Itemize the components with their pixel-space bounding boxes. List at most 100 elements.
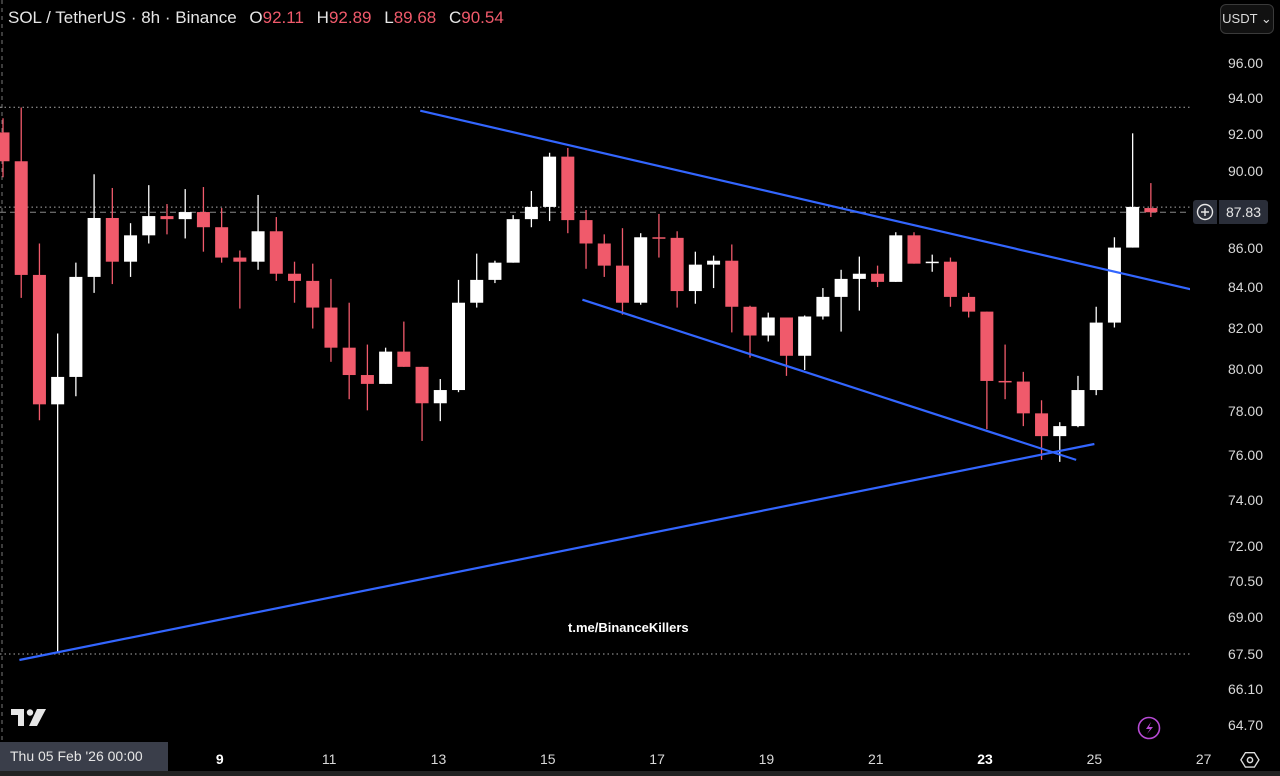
price-tick-label: 94.00 — [1227, 90, 1263, 107]
candle-body-down — [779, 317, 793, 356]
candle-body-down — [269, 231, 283, 274]
candle-body-down — [306, 280, 320, 308]
candle-body-up — [1089, 322, 1103, 391]
price-tick-label: 76.00 — [1227, 447, 1263, 463]
price-tick-label: 70.50 — [1227, 573, 1263, 590]
candle-body-up — [488, 262, 502, 280]
candle-body-up — [470, 279, 484, 303]
candle-body-up — [925, 261, 939, 264]
price-tick-label: 86.00 — [1227, 239, 1263, 256]
trendline-lower-channel — [582, 298, 1077, 461]
candle-body-up — [1071, 390, 1085, 427]
price-tick-label: 67.50 — [1227, 646, 1263, 663]
candle-body-up — [124, 235, 138, 262]
time-tick-label: 13 — [430, 751, 447, 767]
candle-body-down — [943, 261, 957, 297]
candle-body-down — [342, 347, 356, 376]
price-tick-label: 96.00 — [1227, 55, 1263, 71]
candle-body-down — [871, 273, 885, 282]
price-tick-label: 66.10 — [1227, 681, 1263, 698]
candle-body-down — [962, 296, 976, 312]
candle-body-up — [1107, 247, 1121, 323]
candle-body-up — [87, 217, 101, 277]
candle-body-down — [652, 237, 666, 239]
time-tick-label: 21 — [867, 751, 884, 767]
candle-body-down — [670, 237, 684, 292]
candle-body-up — [816, 296, 830, 317]
settings-gear-icon[interactable] — [1240, 750, 1260, 775]
candle-body-up — [798, 316, 812, 356]
currency-dropdown[interactable]: USDT ⌄ — [1220, 4, 1274, 34]
candle-body-down — [0, 132, 10, 162]
candle-body-up — [889, 235, 903, 282]
candle-body-up — [707, 260, 721, 265]
ohlc-high-key: H — [316, 8, 329, 27]
bottom-border — [0, 771, 1280, 776]
candlestick-chart[interactable] — [0, 0, 1190, 742]
price-tick-label: 80.00 — [1227, 360, 1263, 377]
candle-body-down — [1016, 381, 1030, 414]
candle-body-up — [69, 276, 83, 377]
time-tick-label: 15 — [539, 751, 556, 767]
symbol-title: SOL / TetherUS · 8h · Binance — [8, 8, 237, 27]
candle-body-down — [196, 212, 210, 228]
time-tick-label: 19 — [758, 751, 775, 767]
candle-body-down — [324, 307, 338, 348]
price-tick-label: 92.00 — [1227, 126, 1263, 143]
add-alert-icon[interactable] — [1192, 200, 1217, 224]
time-tick-label: 23 — [977, 751, 993, 767]
candle-body-down — [397, 351, 411, 367]
candle-body-up — [543, 156, 557, 207]
candle-body-down — [14, 161, 28, 275]
price-tick-label: 69.00 — [1227, 609, 1263, 626]
tradingview-logo-icon[interactable] — [11, 709, 47, 732]
candle-body-up — [761, 317, 775, 336]
candle-body-up — [1053, 426, 1067, 437]
candle-body-down — [743, 306, 757, 336]
candle-body-down — [1035, 413, 1049, 437]
candle-body-up — [852, 273, 866, 279]
candle-body-down — [579, 220, 593, 244]
price-tick-label: 74.00 — [1227, 491, 1263, 508]
candle-body-down — [105, 217, 119, 262]
candle-body-down — [360, 375, 374, 384]
ohlc-close-value: 90.54 — [461, 8, 504, 27]
candle-body-down — [160, 216, 174, 220]
trendline-upper-channel — [419, 109, 1190, 291]
candle-body-down — [561, 156, 575, 221]
lightning-icon[interactable] — [1137, 716, 1161, 745]
ohlc-low-value: 89.68 — [393, 8, 437, 27]
candle-body-up — [834, 278, 848, 297]
trendline-rising-support — [19, 442, 1095, 662]
candle-body-down — [980, 311, 994, 381]
candle-body-down — [597, 243, 611, 266]
time-tick-label: 25 — [1086, 751, 1103, 767]
price-tick-label: 90.00 — [1227, 163, 1263, 180]
time-tick-label: 9 — [215, 751, 224, 767]
candle-body-up — [433, 390, 447, 404]
candle-body-down — [1144, 208, 1158, 213]
last-price-value: 87.83 — [1218, 200, 1268, 224]
candle-body-up — [506, 219, 520, 263]
candle-body-up — [51, 376, 65, 405]
crosshair-date-label: Thu 05 Feb '26 00:00 — [0, 742, 168, 771]
ohlc-low-key: L — [384, 8, 394, 27]
price-tick-label: 64.70 — [1227, 717, 1263, 734]
candle-body-up — [178, 212, 192, 220]
candle-body-up — [634, 237, 648, 303]
ohlc-close-key: C — [448, 8, 462, 27]
candle-body-down — [32, 274, 46, 405]
time-tick-label: 11 — [321, 751, 337, 767]
candle-body-down — [415, 366, 429, 404]
candle-body-up — [524, 206, 538, 220]
price-tick-label: 82.00 — [1227, 319, 1263, 336]
candle-body-up — [379, 351, 393, 384]
price-tick-label: 84.00 — [1227, 279, 1263, 296]
ohlc-open-key: O — [249, 8, 263, 27]
candle-body-up — [452, 302, 465, 391]
price-tick-label: 72.00 — [1227, 537, 1263, 554]
time-tick-label: 27 — [1195, 751, 1212, 767]
symbol-legend: SOL / TetherUS · 8h · Binance O92.11 H92… — [8, 8, 504, 28]
candle-body-down — [998, 380, 1012, 383]
time-tick-label: 17 — [649, 751, 665, 767]
